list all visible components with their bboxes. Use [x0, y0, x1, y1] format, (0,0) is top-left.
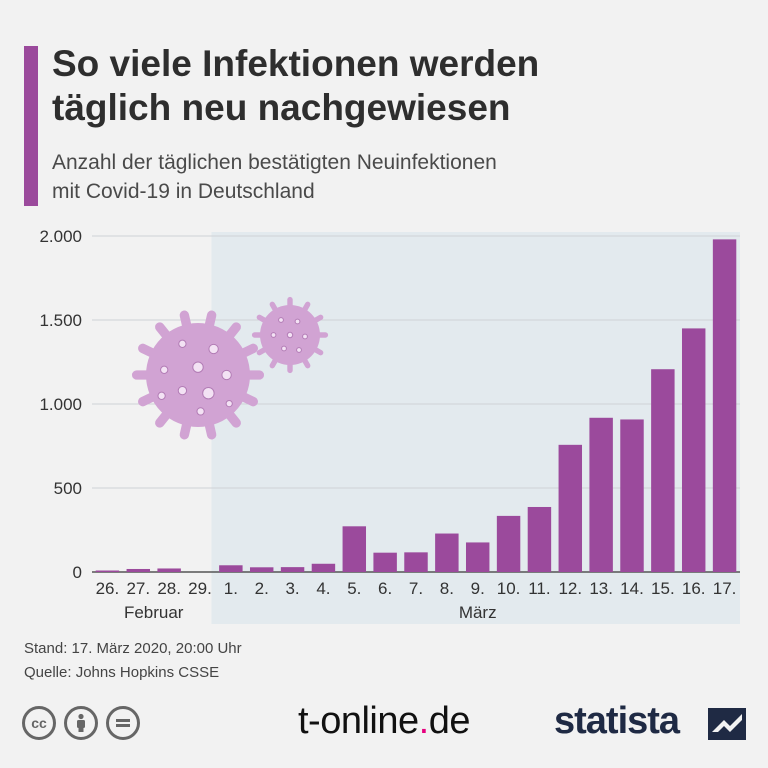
source-note: Quelle: Johns Hopkins CSSE — [24, 664, 220, 681]
bar — [157, 568, 181, 572]
virus-dot — [294, 318, 301, 325]
bar — [342, 526, 367, 572]
x-tick-label: 5. — [347, 579, 361, 598]
virus-illustration — [131, 296, 329, 440]
bar — [311, 563, 336, 572]
virus-dot — [196, 407, 205, 416]
bar — [712, 239, 737, 573]
y-tick-label: 1.000 — [39, 395, 82, 414]
bar — [496, 515, 521, 572]
title-line-2: täglich neu nachgewiesen — [52, 87, 511, 128]
y-tick-label: 0 — [73, 563, 82, 582]
virus-dot — [202, 386, 215, 400]
virus-dot — [225, 399, 233, 408]
x-tick-label: 14. — [620, 579, 644, 598]
x-tick-label: 11. — [528, 579, 550, 598]
chart-subtitle: Anzahl der täglichen bestätigten Neuinfe… — [52, 148, 752, 206]
title-line-1: So viele Infektionen werden — [52, 43, 540, 84]
chart-title: So viele Infektionen werden täglich neu … — [52, 42, 752, 130]
bar — [95, 570, 120, 572]
title-accent-bar — [24, 46, 38, 206]
bar — [249, 567, 274, 572]
license-icons: cc — [22, 706, 140, 740]
bar — [465, 542, 490, 572]
x-tick-label: 4. — [316, 579, 330, 598]
cc-icon[interactable]: cc — [22, 706, 56, 740]
x-tick-label: 8. — [440, 579, 454, 598]
x-tick-label: 2. — [255, 579, 269, 598]
month-label: Februar — [124, 603, 184, 622]
statista-logo-text[interactable]: statista — [554, 700, 680, 742]
bar — [527, 506, 552, 572]
virus-dot — [221, 369, 232, 381]
by-icon[interactable] — [64, 706, 98, 740]
tonline-logo[interactable]: t-online.de — [298, 700, 470, 743]
x-tick-label: 6. — [378, 579, 392, 598]
x-tick-label: 26. — [96, 579, 120, 598]
virus-dot — [281, 345, 287, 352]
virus-dot — [296, 347, 302, 353]
bar — [558, 444, 583, 572]
x-tick-label: 10. — [497, 579, 521, 598]
y-tick-label: 2.000 — [39, 227, 82, 246]
bar — [126, 568, 151, 572]
bar — [681, 328, 706, 572]
virus-dot — [177, 385, 188, 396]
bar — [589, 417, 613, 572]
x-tick-label: 13. — [589, 579, 613, 598]
y-tick-label: 1.500 — [39, 311, 82, 330]
bar-chart: 0 500 1.000 1.500 2.000 26. 27. 28. 29. 1. 2. 3. 4. 5… — [39, 227, 740, 624]
x-tick-label: 27. — [126, 579, 150, 598]
x-tick-label: 29. — [188, 579, 212, 598]
x-tick-label: 17. — [713, 579, 737, 598]
tonline-logo-dot: . — [418, 700, 430, 742]
subtitle-line-2: mit Covid-19 in Deutschland — [52, 180, 315, 203]
statista-logo-icon — [708, 708, 746, 740]
month-label: März — [459, 603, 497, 622]
bar — [280, 567, 305, 572]
tonline-logo-text: t-online — [298, 700, 419, 742]
bar — [651, 369, 675, 572]
virus-dot — [178, 339, 187, 348]
x-tick-label: 7. — [409, 579, 423, 598]
equals-icon[interactable] — [106, 706, 140, 740]
bar — [435, 533, 459, 572]
bar — [620, 419, 644, 572]
x-tick-label: 15. — [651, 579, 675, 598]
y-tick-label: 500 — [54, 479, 82, 498]
virus-dot — [160, 365, 169, 374]
virus-dot — [286, 331, 294, 339]
bar — [404, 552, 428, 572]
x-tick-label: 3. — [285, 579, 299, 598]
virus-icon-small — [251, 296, 329, 374]
x-tick-label: 1. — [224, 579, 238, 598]
stand-note: Stand: 17. März 2020, 20:00 Uhr — [24, 640, 242, 657]
virus-dot — [208, 343, 219, 355]
bar — [219, 565, 243, 572]
virus-dot — [278, 317, 284, 323]
virus-body — [146, 323, 250, 427]
x-tick-label: 9. — [471, 579, 485, 598]
subtitle-line-1: Anzahl der täglichen bestätigten Neuinfe… — [52, 151, 497, 174]
virus-dot — [157, 391, 166, 400]
virus-dot — [270, 332, 277, 338]
x-tick-label: 28. — [157, 579, 181, 598]
virus-icon-large — [131, 310, 265, 440]
tonline-logo-tld: de — [428, 700, 471, 742]
x-tick-label: 12. — [558, 579, 582, 598]
virus-dot — [192, 361, 204, 373]
bar — [373, 552, 397, 572]
x-tick-label: 16. — [682, 579, 706, 598]
virus-dot — [302, 333, 308, 340]
